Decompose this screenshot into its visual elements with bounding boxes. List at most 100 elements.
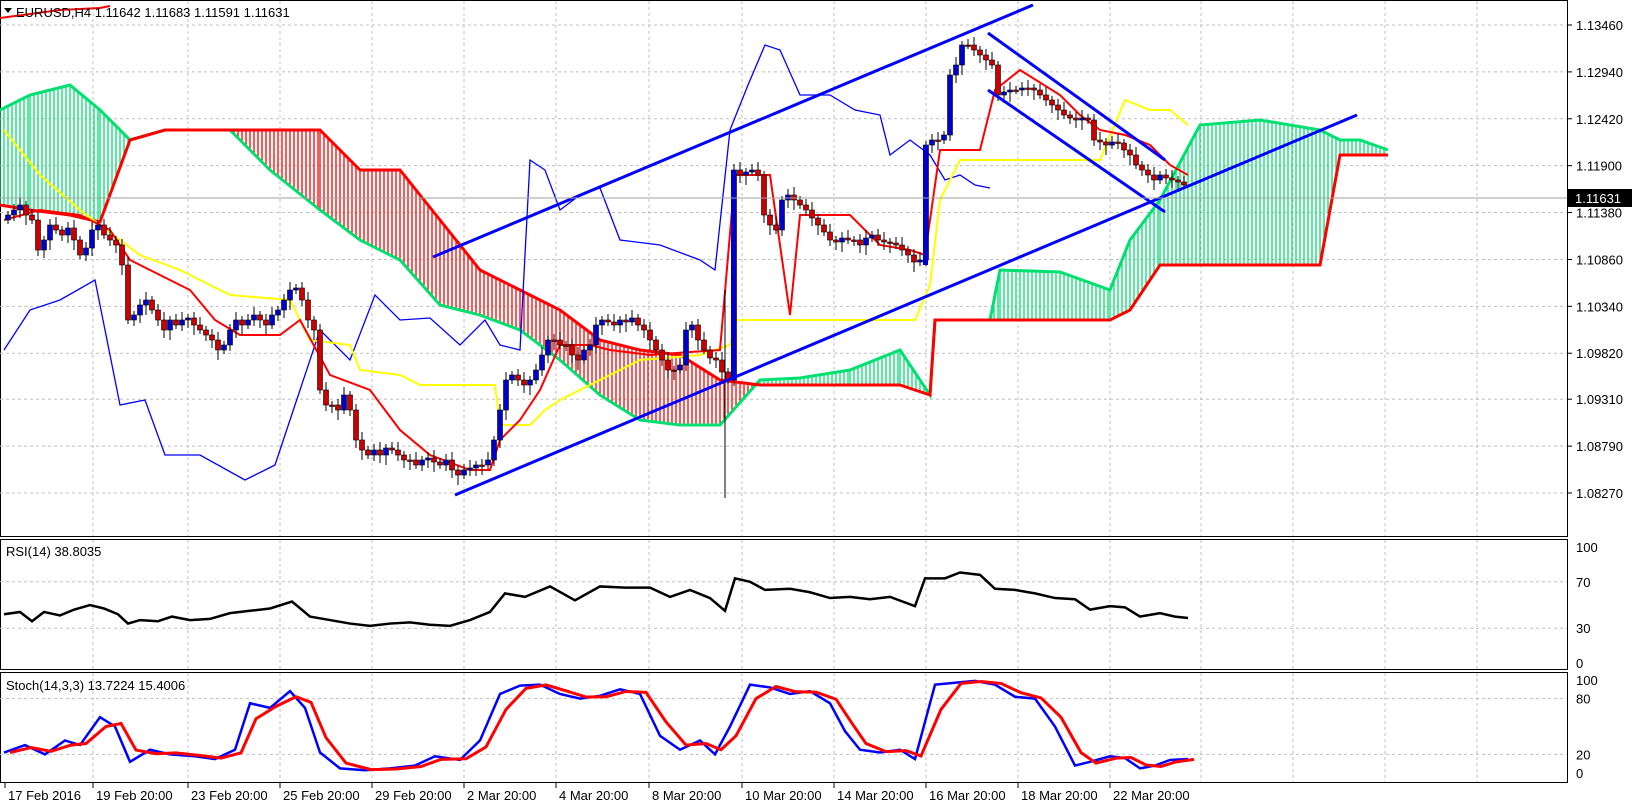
stoch-level-label: 100 [1576, 673, 1598, 688]
price-label: 1.11380 [1576, 206, 1622, 221]
candle-body [113, 239, 119, 246]
candle-body [83, 247, 89, 256]
candle-body [761, 174, 767, 216]
candle-body [515, 374, 521, 381]
price-label: 1.10860 [1576, 252, 1623, 267]
candle-body [953, 64, 959, 76]
time-label: 10 Mar 20:00 [745, 788, 822, 803]
candle-body [569, 344, 575, 356]
candle-body [461, 469, 467, 476]
rsi-label: RSI(14) 38.8035 [6, 544, 101, 559]
candle-body [959, 44, 965, 66]
candle-body [1043, 94, 1049, 101]
candle-body [215, 339, 221, 351]
candle-body [233, 319, 239, 331]
candle-body [695, 324, 701, 341]
candle-body [1181, 181, 1187, 186]
candle-body [563, 344, 569, 347]
candle-body [71, 227, 77, 241]
candle-body [323, 389, 329, 406]
candle-body [173, 319, 179, 326]
candle-body [833, 239, 839, 243]
candle-body [53, 224, 59, 231]
candle-body [839, 237, 845, 243]
time-label: 19 Feb 20:00 [96, 788, 173, 803]
candle-body [503, 379, 509, 411]
candle-body [689, 324, 695, 331]
candle-body [863, 237, 869, 246]
candle-body [383, 447, 389, 456]
candle-body [1049, 99, 1055, 106]
candle-body [47, 224, 53, 241]
candle-body [677, 364, 683, 371]
rsi-level-label: 70 [1576, 575, 1590, 590]
candle-body [923, 145, 928, 265]
candle-body [731, 170, 736, 380]
candle-body [11, 209, 17, 216]
candle-body [293, 287, 299, 291]
current-price-marker [1568, 189, 1632, 207]
candle-body [917, 259, 923, 263]
candle-body [197, 324, 203, 331]
candle-body [617, 319, 623, 326]
candle-body [257, 314, 263, 321]
candle-body [749, 169, 755, 173]
candle-body [1085, 117, 1091, 121]
candle-body [143, 299, 149, 306]
candle-body [629, 317, 635, 323]
candle-body [401, 454, 407, 461]
candle-body [851, 239, 857, 242]
candle-body [713, 357, 719, 361]
down-channel-lower [987, 88, 1166, 214]
candle-body [593, 324, 599, 346]
stoch-label: Stoch(14,3,3) 13.7224 15.4006 [6, 678, 185, 693]
dropdown-arrow-icon[interactable] [4, 8, 12, 13]
candle-body [989, 59, 995, 66]
time-label: 18 Mar 20:00 [1021, 788, 1098, 803]
candle-body [359, 439, 365, 451]
price-label: 1.08270 [1576, 486, 1623, 501]
candle-body [329, 404, 335, 407]
senkou-span-b [0, 128, 1388, 398]
candle-body [557, 339, 563, 346]
candle-body [395, 449, 401, 456]
time-label: 17 Feb 2016 [8, 788, 81, 803]
candle-body [335, 404, 341, 411]
candle-body [683, 329, 689, 366]
down-channel-upper [987, 31, 1166, 162]
candle-body [149, 299, 155, 311]
rsi-panel[interactable] [0, 539, 1568, 670]
candle-body [587, 344, 593, 351]
candle-body [1019, 87, 1025, 91]
candle-body [737, 169, 743, 176]
candle-body [437, 461, 443, 466]
candle-body [311, 319, 317, 331]
candle-body [287, 289, 293, 301]
price-label: 1.11900 [1576, 159, 1622, 174]
candle-body [821, 224, 827, 233]
candle-body [1163, 174, 1169, 179]
candle-body [845, 237, 851, 241]
indicator-lines [0, 5, 1189, 481]
candle-body [905, 249, 911, 256]
time-label: 22 Mar 20:00 [1113, 788, 1190, 803]
candle-body [719, 359, 725, 373]
candle-body [947, 74, 953, 136]
candle-body [5, 214, 11, 221]
candle-body [209, 334, 215, 341]
candle-body [653, 339, 659, 351]
candle-body [425, 457, 431, 461]
candle-body [545, 339, 551, 356]
candle-body [1061, 109, 1067, 116]
candle-body [95, 224, 101, 231]
candle-body [929, 139, 935, 146]
candle-body [317, 329, 323, 391]
candle-body [641, 324, 647, 331]
candle-body [269, 314, 275, 326]
candle-body [89, 229, 95, 249]
candle-body [869, 234, 875, 239]
candlesticks [5, 37, 1187, 498]
time-label: 14 Mar 20:00 [837, 788, 914, 803]
candle-body [605, 319, 611, 323]
